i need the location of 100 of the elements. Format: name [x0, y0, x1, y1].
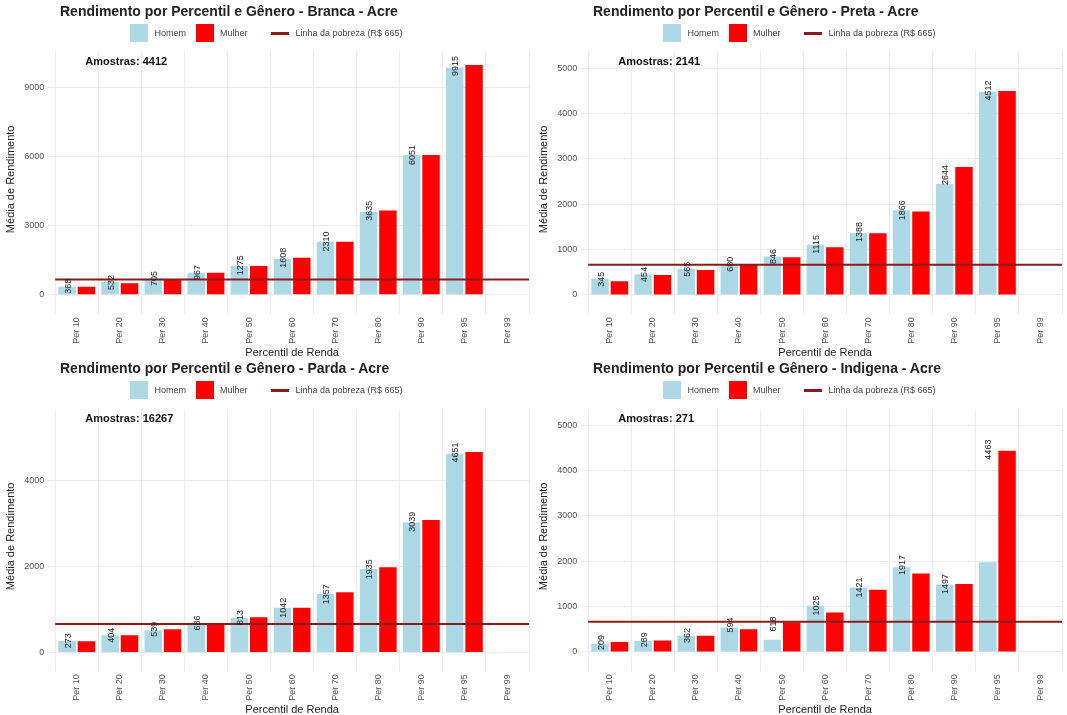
annotation: 2644 [940, 165, 951, 186]
x-tick-label: Per 70 [329, 317, 340, 344]
bar [978, 562, 997, 652]
chart-title: Rendimento por Percentil e Gênero - Parda - Acre [59, 359, 391, 378]
bar [998, 450, 1016, 652]
annotation: 594 [724, 617, 735, 633]
bar [422, 519, 440, 653]
x-tick-label: Per 95 [458, 317, 469, 344]
x-tick-label: Per 20 [114, 674, 125, 701]
annotation: 680 [724, 256, 735, 272]
annotation: 362 [681, 628, 692, 644]
bar [783, 257, 801, 295]
bar [826, 612, 844, 652]
annotation: 404 [105, 627, 116, 643]
y-tick-label: 2000 [24, 560, 45, 571]
annotation: 1275 [234, 255, 245, 276]
y-tick-label: 1000 [557, 244, 578, 255]
bar [826, 247, 844, 295]
annotation: 846 [767, 249, 778, 265]
x-tick-label: Per 95 [458, 674, 469, 701]
bar [653, 275, 672, 295]
bar [163, 279, 182, 295]
y-tick-label: 2000 [557, 198, 578, 209]
annotation: 2310 [321, 231, 332, 252]
annotation: 9915 [450, 55, 461, 76]
bar [653, 640, 672, 652]
annotation: 209 [595, 634, 606, 650]
annotation: 686 [191, 615, 202, 631]
bar [77, 286, 96, 295]
annotation: 1042 [277, 597, 288, 618]
annotation: 813 [234, 610, 245, 626]
x-tick-label: Per 20 [114, 317, 125, 344]
annotation: 4651 [450, 442, 461, 463]
bar [869, 589, 887, 652]
y-axis-title: Média de Rendimento [3, 482, 16, 591]
bar [336, 241, 354, 295]
x-tick-label: Per 60 [819, 674, 830, 701]
x-tick-label: Per 80 [905, 317, 916, 344]
x-tick-label: Per 80 [372, 317, 383, 344]
x-tick-label: Per 40 [733, 674, 744, 701]
annotation: 6051 [407, 145, 418, 166]
x-axis-title: Percentil de Renda [245, 703, 340, 715]
annotation: 345 [595, 271, 606, 287]
annotation: 539 [148, 621, 159, 637]
annotation: 1388 [854, 222, 865, 243]
x-tick-label: Per 50 [243, 674, 254, 701]
x-tick-label: Per 70 [862, 674, 873, 701]
bar [783, 622, 801, 652]
y-tick-label: 6000 [24, 150, 45, 161]
annotation: 3039 [407, 511, 418, 532]
annotation: 1608 [277, 247, 288, 268]
annotation: 967 [191, 264, 202, 280]
annotation: 454 [638, 266, 649, 282]
x-tick-label: Per 30 [690, 317, 701, 344]
bar [379, 210, 397, 295]
bar [912, 573, 930, 652]
bar [163, 629, 182, 653]
bar [250, 617, 268, 653]
x-tick-label: Per 70 [329, 674, 340, 701]
x-axis-title: Percentil de Renda [245, 346, 340, 359]
annotation: 4463 [983, 439, 994, 460]
legend-label: Linha da pobreza (R$ 665) [295, 385, 403, 395]
annotation: 3635 [364, 200, 375, 221]
legend-label: Homem [154, 28, 186, 38]
bar [696, 270, 715, 295]
x-tick-label: Per 95 [991, 317, 1002, 344]
bar [955, 583, 973, 652]
x-tick-label: Per 10 [71, 317, 82, 344]
x-tick-label: Per 20 [647, 317, 658, 344]
y-tick-label: 0 [39, 647, 45, 658]
x-tick-label: Per 10 [604, 674, 615, 701]
annotation: Amostras: 2141 [618, 54, 701, 67]
y-tick-label: 3000 [24, 219, 45, 230]
x-tick-label: Per 10 [604, 317, 615, 344]
x-tick-label: Per 40 [200, 674, 211, 701]
x-tick-label: Per 50 [776, 317, 787, 344]
x-tick-label: Per 30 [690, 674, 701, 701]
annotation: 4512 [983, 80, 994, 101]
bar [293, 607, 311, 653]
x-tick-label: Per 90 [948, 674, 959, 701]
x-tick-label: Per 90 [415, 317, 426, 344]
annotation: 1917 [897, 555, 908, 576]
y-tick-label: 3000 [557, 153, 578, 164]
y-tick-label: 9000 [24, 81, 45, 92]
x-tick-label: Per 99 [1034, 317, 1045, 344]
annotation: 1421 [854, 577, 865, 598]
bar [120, 283, 139, 295]
x-tick-label: Per 90 [948, 317, 959, 344]
x-tick-label: Per 70 [862, 317, 873, 344]
y-axis-title: Média de Rendimento [3, 125, 16, 234]
x-tick-label: Per 60 [819, 317, 830, 344]
y-tick-label: 0 [572, 646, 578, 657]
y-tick-label: 0 [39, 289, 45, 300]
bar [77, 641, 96, 653]
legend-label: Mulher [752, 28, 781, 38]
legend-label: Mulher [752, 385, 781, 395]
bar [955, 167, 973, 295]
x-tick-label: Per 99 [501, 674, 512, 701]
y-tick-label: 0 [572, 289, 578, 300]
annotation: 1866 [897, 200, 908, 221]
